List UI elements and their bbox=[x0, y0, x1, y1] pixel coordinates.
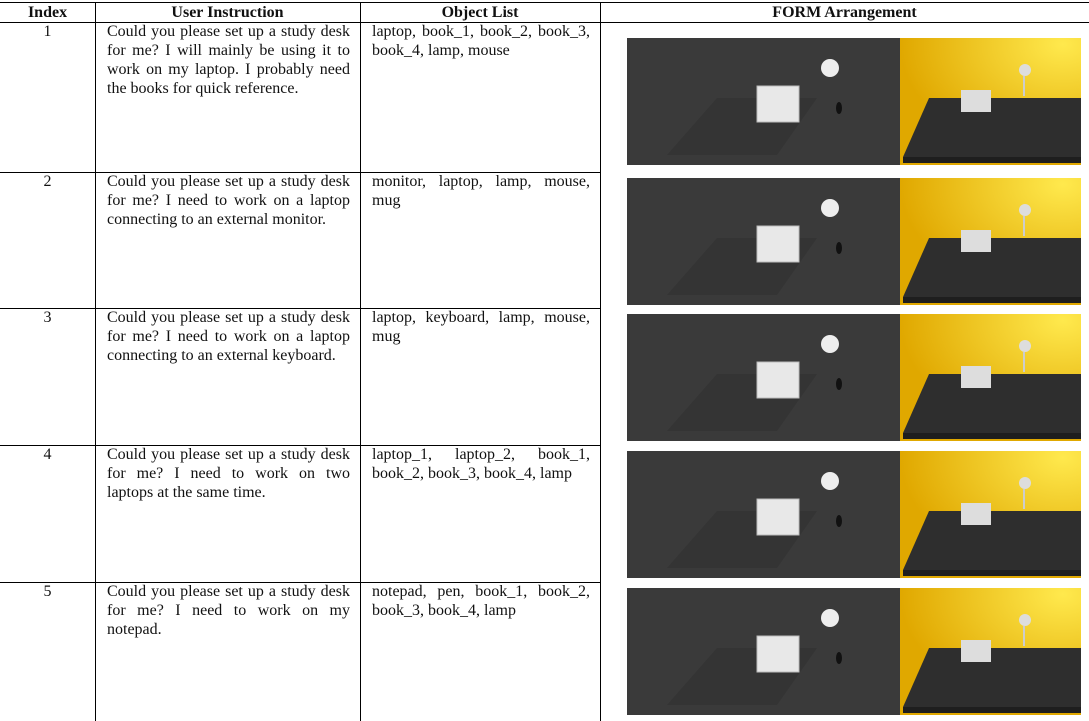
object-cell: laptop_1, laptop_2, book_1, book_2, book… bbox=[372, 446, 590, 482]
rule bbox=[0, 308, 600, 309]
header-cell: User Instruction bbox=[171, 4, 284, 21]
instruction-cell: Could you please set up a study desk for… bbox=[107, 583, 350, 638]
object-cell: notepad, pen, book_1, book_2, book_3, bo… bbox=[372, 583, 590, 619]
header-cell: Index bbox=[27, 4, 68, 21]
instruction-cell: Could you please set up a study desk for… bbox=[107, 173, 350, 228]
scene-image bbox=[627, 451, 1081, 578]
header-cell: FORM Arrangement bbox=[772, 4, 917, 21]
object-cell: monitor, laptop, lamp, mouse, mug bbox=[372, 173, 590, 209]
index-cell: 2 bbox=[43, 173, 52, 190]
rule bbox=[0, 582, 600, 583]
instruction-cell: Could you please set up a study desk for… bbox=[107, 23, 350, 97]
header-cell: Object List bbox=[441, 4, 519, 21]
scene-image bbox=[627, 314, 1081, 441]
col-rule bbox=[600, 2, 601, 721]
object-cell: laptop, book_1, book_2, book_3, book_4, … bbox=[372, 23, 590, 59]
instruction-cell: Could you please set up a study desk for… bbox=[107, 446, 350, 501]
rule bbox=[0, 445, 600, 446]
object-cell: laptop, keyboard, lamp, mouse, mug bbox=[372, 309, 590, 345]
col-rule bbox=[360, 2, 361, 721]
scene-image bbox=[627, 178, 1081, 305]
rule bbox=[0, 22, 1089, 23]
rule bbox=[0, 172, 600, 173]
col-rule bbox=[95, 2, 96, 721]
scene-image bbox=[627, 588, 1081, 715]
index-cell: 4 bbox=[43, 446, 52, 463]
index-cell: 3 bbox=[43, 309, 52, 326]
index-cell: 1 bbox=[43, 23, 52, 40]
rule bbox=[0, 2, 1089, 3]
index-cell: 5 bbox=[43, 583, 52, 600]
scene-image bbox=[627, 38, 1081, 165]
instruction-cell: Could you please set up a study desk for… bbox=[107, 309, 350, 364]
